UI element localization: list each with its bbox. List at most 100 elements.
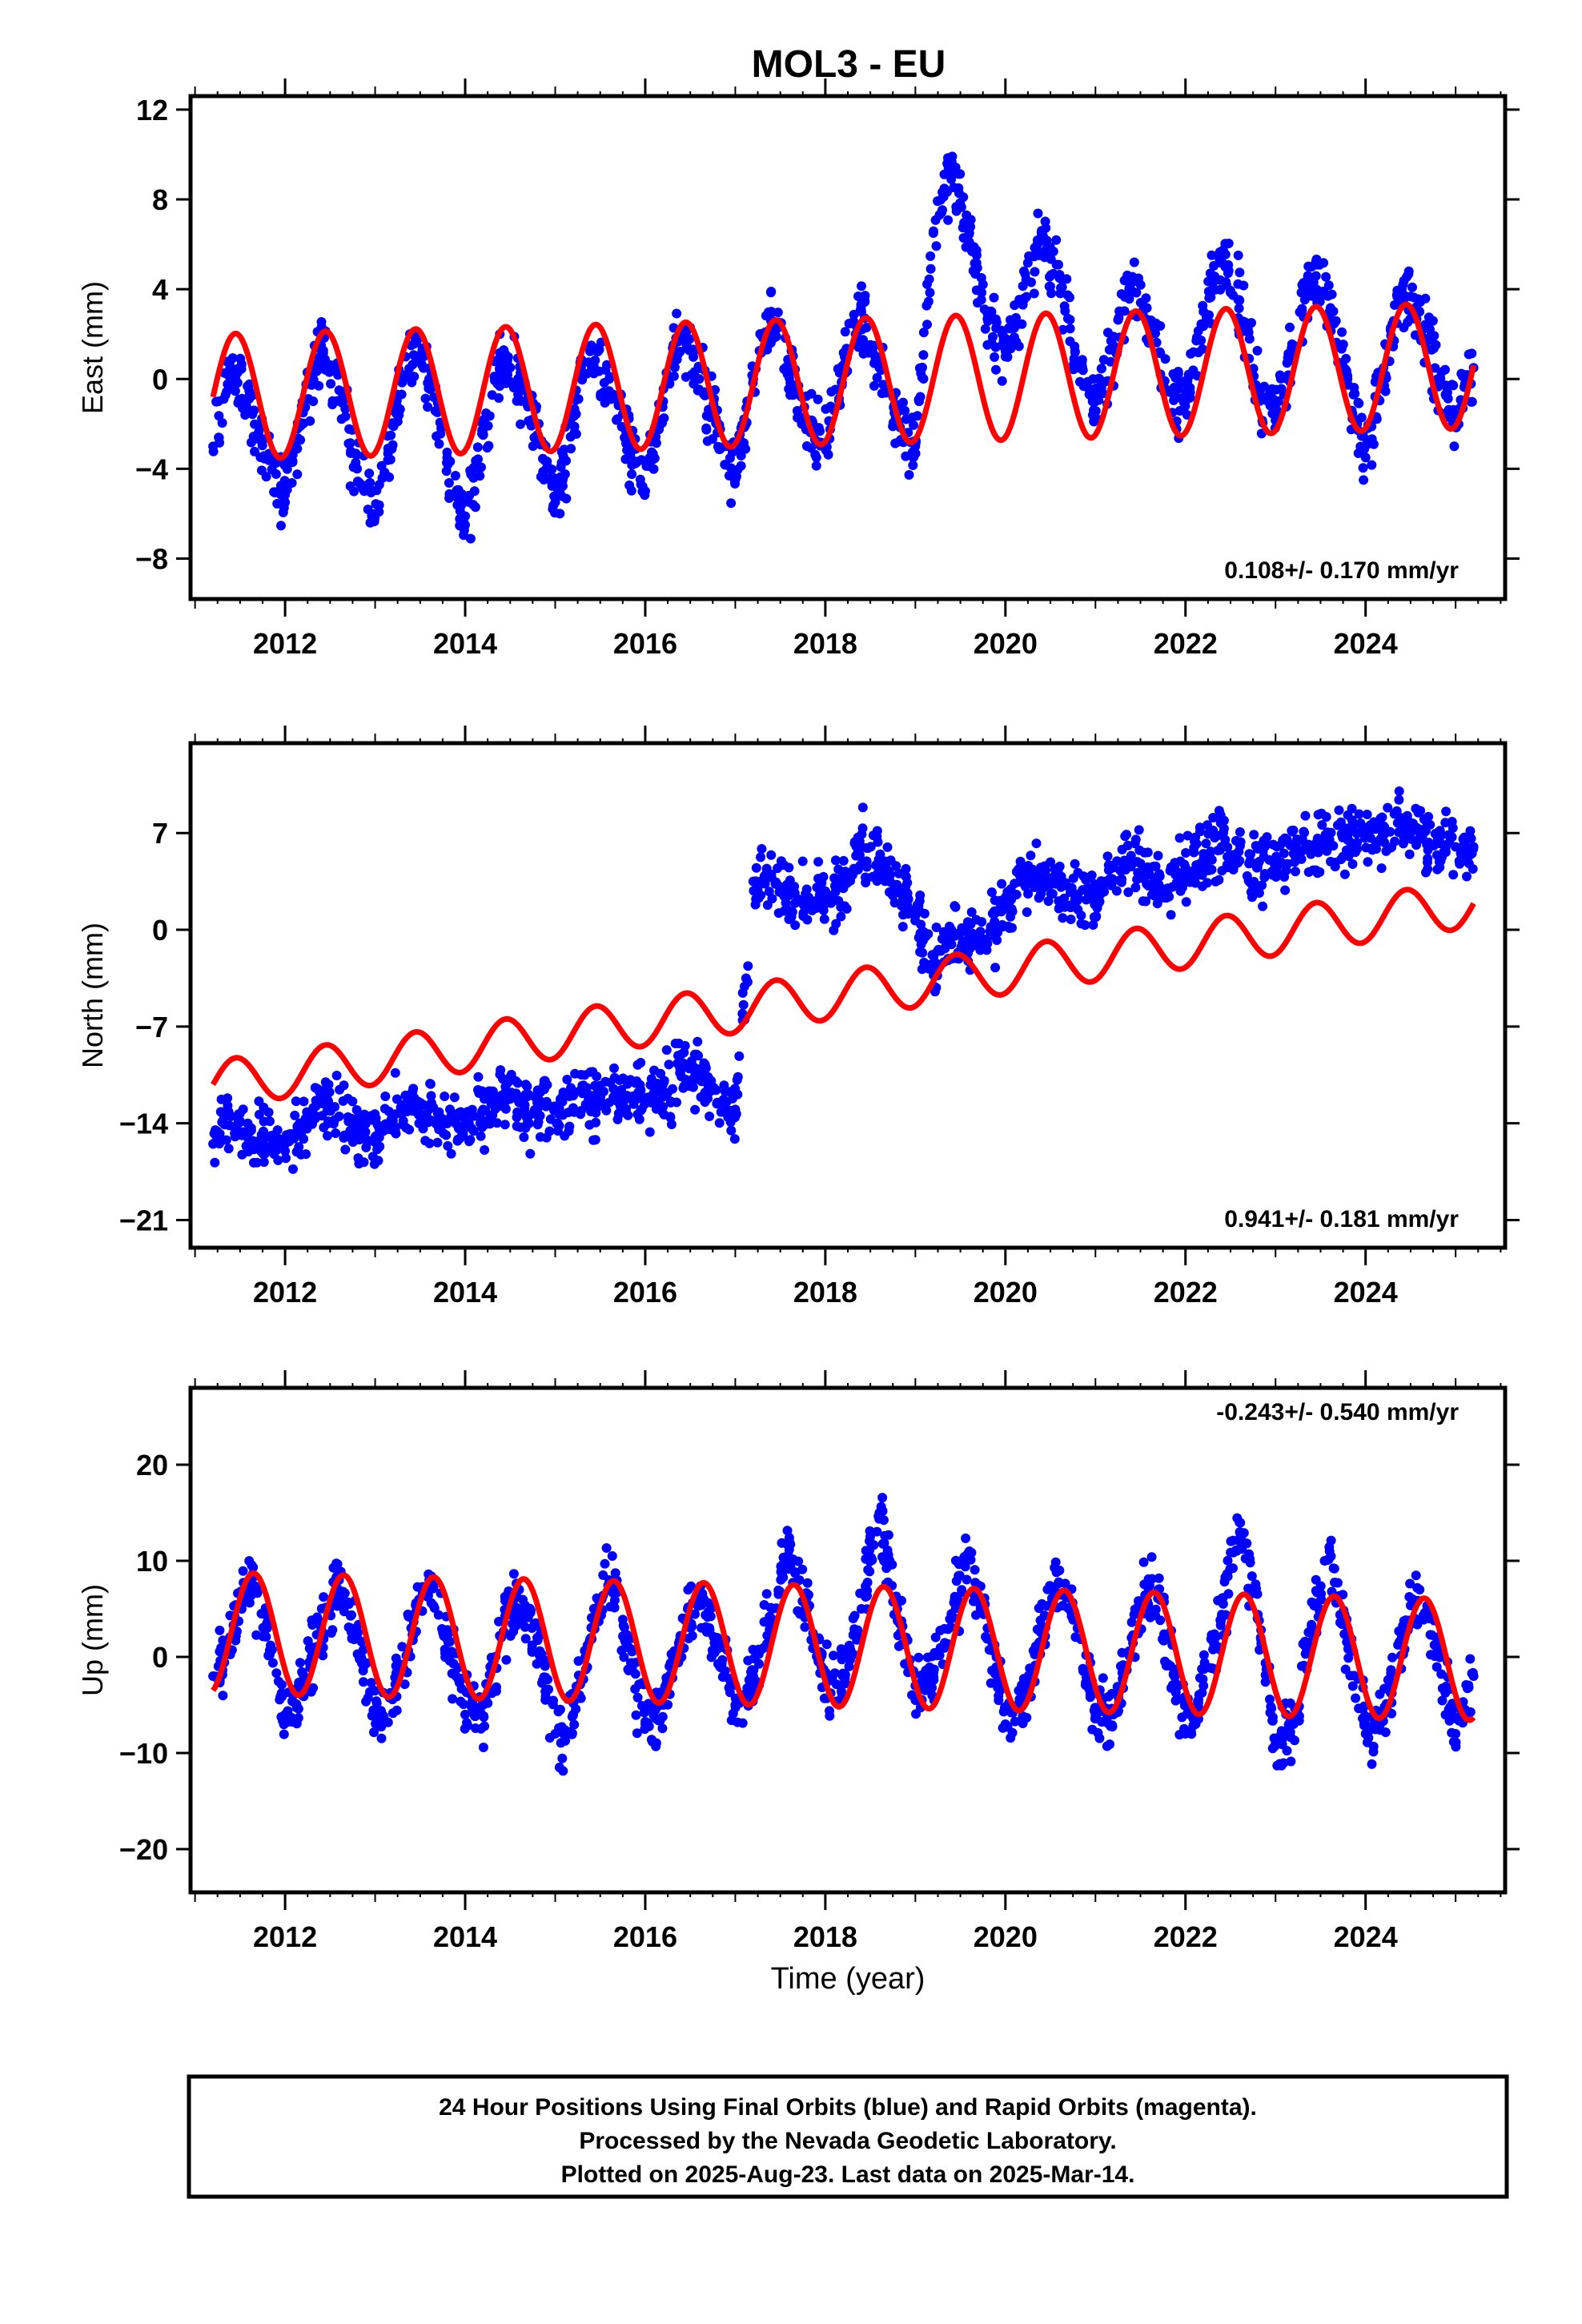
north-data-point [659, 1077, 669, 1088]
up-data-point [648, 1706, 659, 1716]
east-data-point [264, 455, 275, 465]
up-data-point [460, 1710, 470, 1719]
up-data-point [251, 1630, 262, 1640]
east-data-point [1074, 376, 1085, 387]
north-data-point [373, 1156, 383, 1166]
north-data-point [705, 1112, 715, 1121]
up-data-point [1150, 1605, 1160, 1615]
up-data-point [1468, 1671, 1479, 1681]
up-data-point [1163, 1659, 1173, 1670]
north-data-point [623, 1110, 633, 1120]
north-data-point [616, 1102, 626, 1112]
east-data-point [659, 413, 669, 424]
north-data-point [361, 1142, 371, 1152]
up-data-point [262, 1623, 272, 1633]
east-data-point [1046, 288, 1057, 299]
east-data-point [1220, 249, 1231, 259]
north-data-point [950, 901, 960, 911]
north-data-point [1404, 817, 1415, 827]
north-data-point [789, 898, 800, 908]
north-data-point [829, 925, 839, 935]
north-data-point [544, 1126, 555, 1136]
north-data-point [1191, 838, 1202, 849]
east-data-point [1033, 208, 1043, 219]
north-data-point [1468, 842, 1479, 852]
east-data-point [1169, 395, 1178, 405]
east-data-point [767, 335, 777, 345]
north-data-point [861, 842, 872, 853]
east-data-point [1129, 257, 1139, 267]
up-data-point [346, 1623, 356, 1634]
east-data-point [908, 460, 918, 470]
east-data-point [860, 297, 870, 307]
up-data-point [749, 1665, 759, 1675]
north-data-point [252, 1157, 262, 1168]
east-data-point [826, 387, 837, 397]
up-data-point [358, 1677, 368, 1687]
north-data-point [1208, 813, 1219, 822]
north-data-point [409, 1093, 420, 1104]
up-data-point [935, 1642, 946, 1653]
north-data-point [235, 1116, 245, 1126]
north-data-point [1002, 887, 1013, 897]
up-data-point [443, 1625, 452, 1635]
east-y-tick-label: 8 [152, 183, 168, 216]
north-data-point [1235, 827, 1245, 837]
up-data-point [986, 1678, 996, 1688]
east-data-point [359, 486, 369, 497]
up-y-tick-label: 0 [152, 1641, 168, 1674]
north-data-point [486, 1096, 496, 1106]
north-data-point [693, 1051, 704, 1061]
north-data-point [693, 1036, 703, 1047]
east-data-point [991, 364, 1001, 375]
east-data-point [516, 419, 526, 429]
up-x-tick-label: 2012 [253, 1920, 317, 1953]
east-data-point [1298, 287, 1308, 298]
east-data-point [1182, 376, 1193, 386]
east-data-point [1113, 315, 1123, 325]
north-data-point [1291, 866, 1300, 877]
north-data-point [953, 928, 963, 939]
north-data-point [1343, 851, 1354, 862]
north-data-point [1235, 855, 1245, 866]
up-data-point [1411, 1570, 1421, 1581]
up-data-point [954, 1559, 964, 1570]
east-data-point [1235, 267, 1245, 278]
east-data-point [1193, 348, 1203, 358]
up-data-point [872, 1526, 882, 1537]
up-data-point [483, 1698, 493, 1708]
up-data-point [1146, 1552, 1157, 1562]
north-data-point [614, 1075, 624, 1085]
north-data-point [506, 1088, 516, 1098]
east-data-point [1427, 316, 1438, 326]
up-x-tick-label: 2022 [1154, 1920, 1218, 1953]
up-data-point [215, 1625, 225, 1635]
up-data-point [536, 1650, 546, 1660]
up-x-tick-label: 2018 [793, 1920, 857, 1953]
north-data-point [1398, 838, 1408, 849]
up-data-point [1387, 1652, 1398, 1663]
north-data-point [757, 844, 767, 854]
up-data-point [1188, 1720, 1199, 1731]
up-data-point [1226, 1547, 1236, 1558]
north-data-point [1394, 786, 1404, 796]
east-data-point [371, 499, 381, 509]
east-data-point [364, 468, 375, 479]
east-panel: 2012 2014 2016 2018 2020 2022 202412840−4−8Eas… [76, 78, 1520, 660]
east-x-tick-label: 2020 [974, 627, 1038, 660]
up-data-point [713, 1659, 723, 1669]
north-x-tick-label: 2024 [1334, 1276, 1398, 1309]
north-data-point [1181, 897, 1191, 907]
up-data-point [930, 1632, 941, 1642]
north-data-point [720, 1087, 730, 1097]
east-data-point [1022, 258, 1033, 268]
east-data-point [1207, 250, 1217, 260]
north-data-point [1451, 842, 1461, 852]
east-x-tick-label: 2022 [1154, 627, 1218, 660]
east-data-point [1325, 303, 1335, 313]
north-data-point [591, 1117, 601, 1128]
up-data-point [520, 1600, 530, 1610]
east-data-point [872, 372, 882, 383]
east-data-point [434, 439, 444, 449]
east-x-tick-label: 2018 [793, 627, 857, 660]
